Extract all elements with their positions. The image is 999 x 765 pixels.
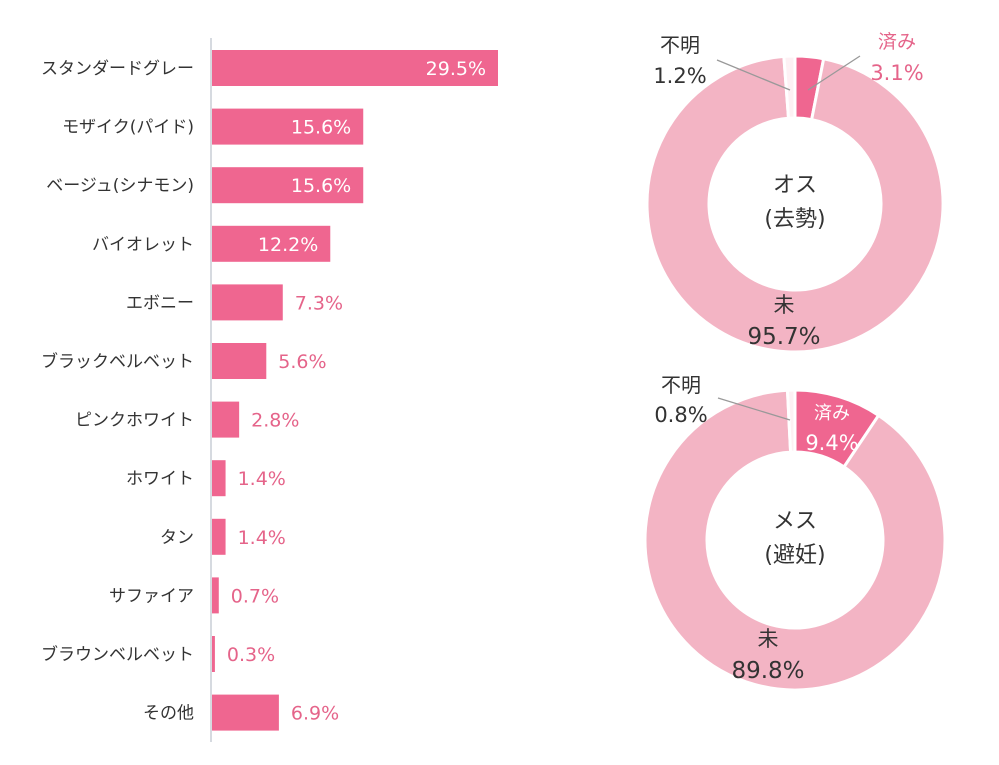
- donut-chart-female: メス (避妊) 不明 0.8% 済み 9.4% 未 89.8%: [643, 373, 947, 692]
- donut-slice: [643, 388, 947, 692]
- category-label: モザイク(パイド): [62, 118, 194, 138]
- bar: [212, 343, 267, 379]
- donut-center-label: (避妊): [764, 543, 825, 568]
- slice-name-label: 不明: [661, 373, 701, 397]
- bar-value-label: 1.4%: [238, 468, 286, 490]
- category-label: ベージュ(シナモン): [46, 176, 194, 196]
- bar-row: その他 6.9%: [143, 694, 339, 731]
- bar-row: ブラックベルベット 5.6%: [41, 343, 327, 379]
- donut-chart-male: オス (去勢) 不明 1.2% 済み 3.1% 未 95.7%: [645, 31, 945, 354]
- bar-row: モザイク(パイド) 15.6%: [62, 108, 364, 145]
- bar: [212, 636, 215, 672]
- slice-value-label: 9.4%: [805, 431, 858, 455]
- bar-row: タン 1.4%: [160, 518, 286, 555]
- category-label: ブラックベルベット: [41, 351, 194, 372]
- bar: [212, 577, 219, 614]
- bar: [212, 518, 226, 555]
- donut-center-label: オス: [773, 173, 817, 198]
- bar-value-label: 6.9%: [291, 703, 339, 725]
- bar: [212, 284, 283, 321]
- slice-name-label: 不明: [660, 33, 700, 57]
- bar: [212, 167, 364, 204]
- bar-value-label: 15.6%: [291, 175, 351, 197]
- bar-row: ブラウンベルベット 0.3%: [41, 636, 275, 672]
- slice-value-label: 3.1%: [870, 61, 923, 85]
- donut-center-label: (去勢): [764, 207, 825, 232]
- bar-value-label: 12.2%: [258, 234, 318, 256]
- bar-value-label: 0.3%: [227, 644, 275, 666]
- slice-name-label: 未: [774, 293, 795, 317]
- bar-value-label: 0.7%: [231, 585, 279, 607]
- slice-value-label: 1.2%: [653, 64, 706, 88]
- bar-value-label: 15.6%: [291, 117, 351, 139]
- bar-value-label: 7.3%: [295, 292, 343, 314]
- donut-center-label: メス: [773, 509, 817, 534]
- leader-line: [807, 55, 861, 91]
- bar-chart: スタンダードグレー 29.5% モザイク(パイド) 15.6% ベージュ(シナモン) 15…: [41, 38, 498, 742]
- bar: [212, 108, 364, 145]
- bar-row: ピンクホワイト 2.8%: [75, 401, 299, 438]
- leader-line: [716, 59, 791, 91]
- slice-name-label: 未: [758, 627, 779, 651]
- slice-value-label: 0.8%: [654, 403, 707, 427]
- category-label: ブラウンベルベット: [41, 644, 194, 665]
- leader-line: [717, 397, 791, 421]
- donut-slice: [785, 388, 797, 454]
- slice-value-label: 95.7%: [747, 324, 820, 350]
- bar-value-label: 1.4%: [238, 527, 286, 549]
- category-label: エボニー: [126, 293, 194, 313]
- category-label: ホワイト: [126, 469, 194, 489]
- donut-slice: [782, 54, 797, 120]
- slice-name-label: 済み: [814, 403, 850, 424]
- bar-row: エボニー 7.3%: [126, 284, 343, 321]
- bar-row: ベージュ(シナモン) 15.6%: [46, 167, 364, 204]
- bar-value-label: 2.8%: [251, 410, 299, 432]
- category-label: ピンクホワイト: [75, 411, 194, 431]
- category-label: バイオレット: [92, 235, 194, 255]
- slice-value-label: 89.8%: [731, 658, 804, 684]
- bar-row: ホワイト 1.4%: [126, 460, 286, 497]
- bar-row: サファイア 0.7%: [109, 577, 279, 614]
- bar: [212, 460, 226, 497]
- category-label: タン: [160, 528, 194, 548]
- bar-value-label: 5.6%: [278, 351, 326, 373]
- bar: [212, 401, 240, 438]
- bar: [212, 694, 279, 731]
- category-label: スタンダードグレー: [41, 59, 194, 79]
- bar: [212, 50, 498, 86]
- bar-row: バイオレット 12.2%: [92, 225, 331, 262]
- category-label: サファイア: [109, 586, 194, 606]
- donut-slice: [645, 54, 945, 354]
- bar-value-label: 29.5%: [426, 58, 486, 80]
- bar: [212, 225, 331, 262]
- slice-name-label: 済み: [878, 31, 916, 53]
- bar-row: スタンダードグレー 29.5%: [41, 50, 498, 86]
- category-label: その他: [143, 704, 194, 724]
